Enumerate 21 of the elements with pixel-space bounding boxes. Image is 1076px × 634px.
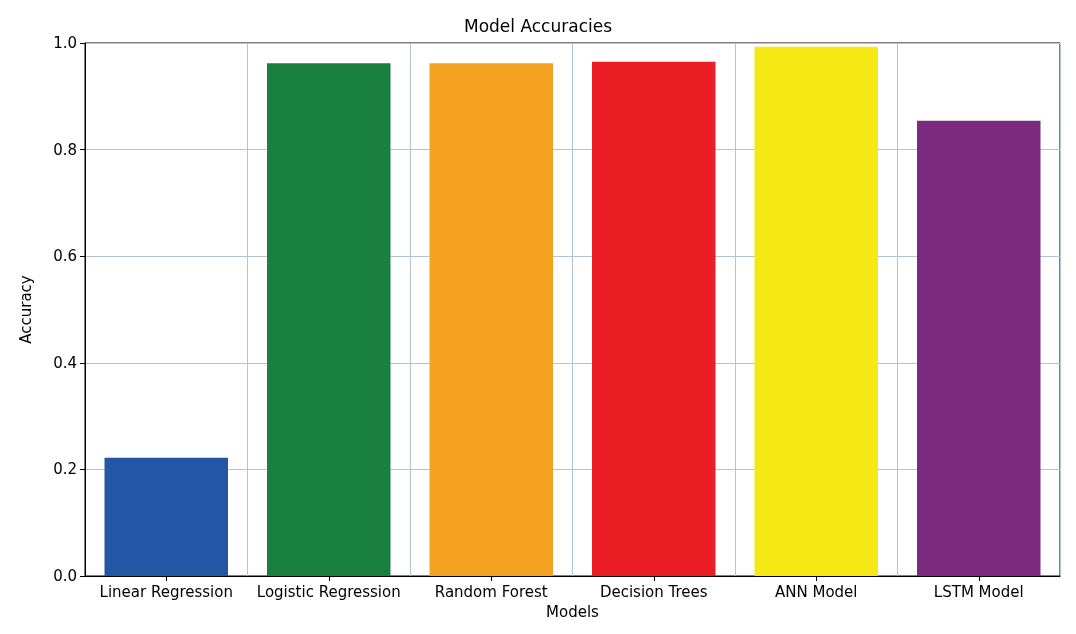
y-tick-label: 0.2 bbox=[53, 460, 77, 479]
bar bbox=[104, 457, 228, 576]
y-tick-label: 0.8 bbox=[53, 140, 77, 159]
y-tick-label: 0.6 bbox=[53, 247, 77, 266]
bar bbox=[592, 61, 716, 576]
y-tick-label: 1.0 bbox=[53, 34, 77, 52]
bar bbox=[429, 63, 553, 576]
x-axis-title: Models bbox=[546, 602, 600, 621]
x-tick-label: Random Forest bbox=[434, 582, 548, 601]
y-tick-label: 0.0 bbox=[53, 567, 77, 585]
bar bbox=[267, 63, 391, 576]
y-tick-label: 0.4 bbox=[53, 353, 77, 372]
x-tick-label: LSTM Model bbox=[933, 582, 1024, 601]
bar bbox=[917, 120, 1041, 576]
x-tick-label: Linear Regression bbox=[99, 582, 233, 601]
bar bbox=[754, 46, 878, 576]
x-tick-label: Logistic Regression bbox=[256, 582, 401, 601]
chart-title: Model Accuracies bbox=[463, 15, 613, 36]
y-axis-title: Accuracy bbox=[16, 275, 35, 344]
x-tick-label: ANN Model bbox=[774, 582, 858, 601]
x-tick-label: Decision Trees bbox=[599, 582, 708, 601]
